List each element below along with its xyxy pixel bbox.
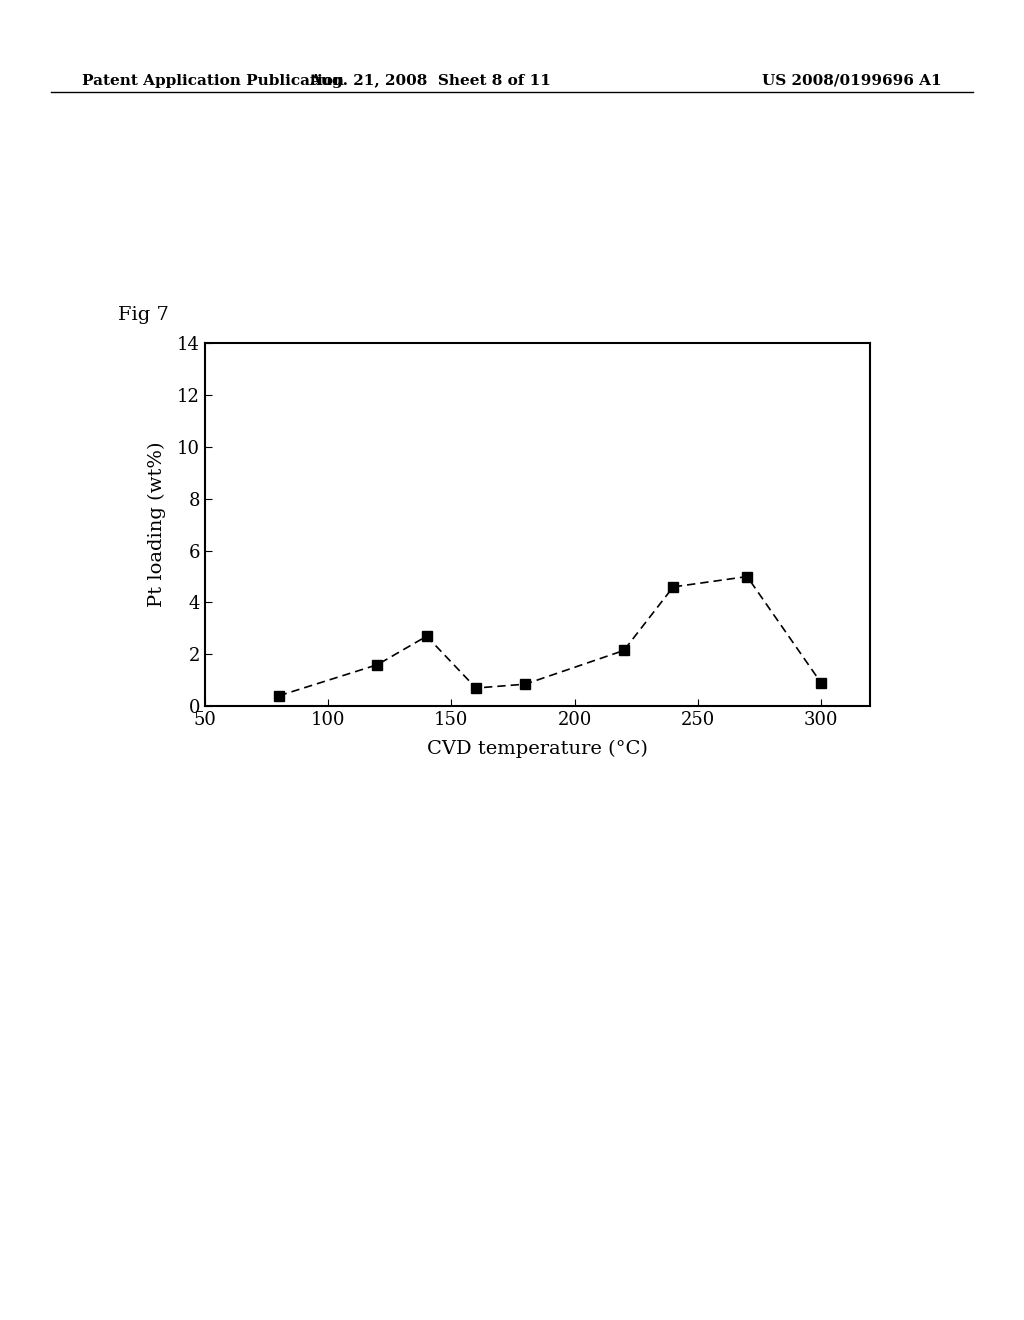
X-axis label: CVD temperature (°C): CVD temperature (°C)	[427, 741, 648, 759]
Text: Aug. 21, 2008  Sheet 8 of 11: Aug. 21, 2008 Sheet 8 of 11	[309, 74, 551, 88]
Text: Fig 7: Fig 7	[118, 306, 169, 325]
Text: Patent Application Publication: Patent Application Publication	[82, 74, 344, 88]
Y-axis label: Pt loading (wt%): Pt loading (wt%)	[147, 442, 166, 607]
Text: US 2008/0199696 A1: US 2008/0199696 A1	[763, 74, 942, 88]
